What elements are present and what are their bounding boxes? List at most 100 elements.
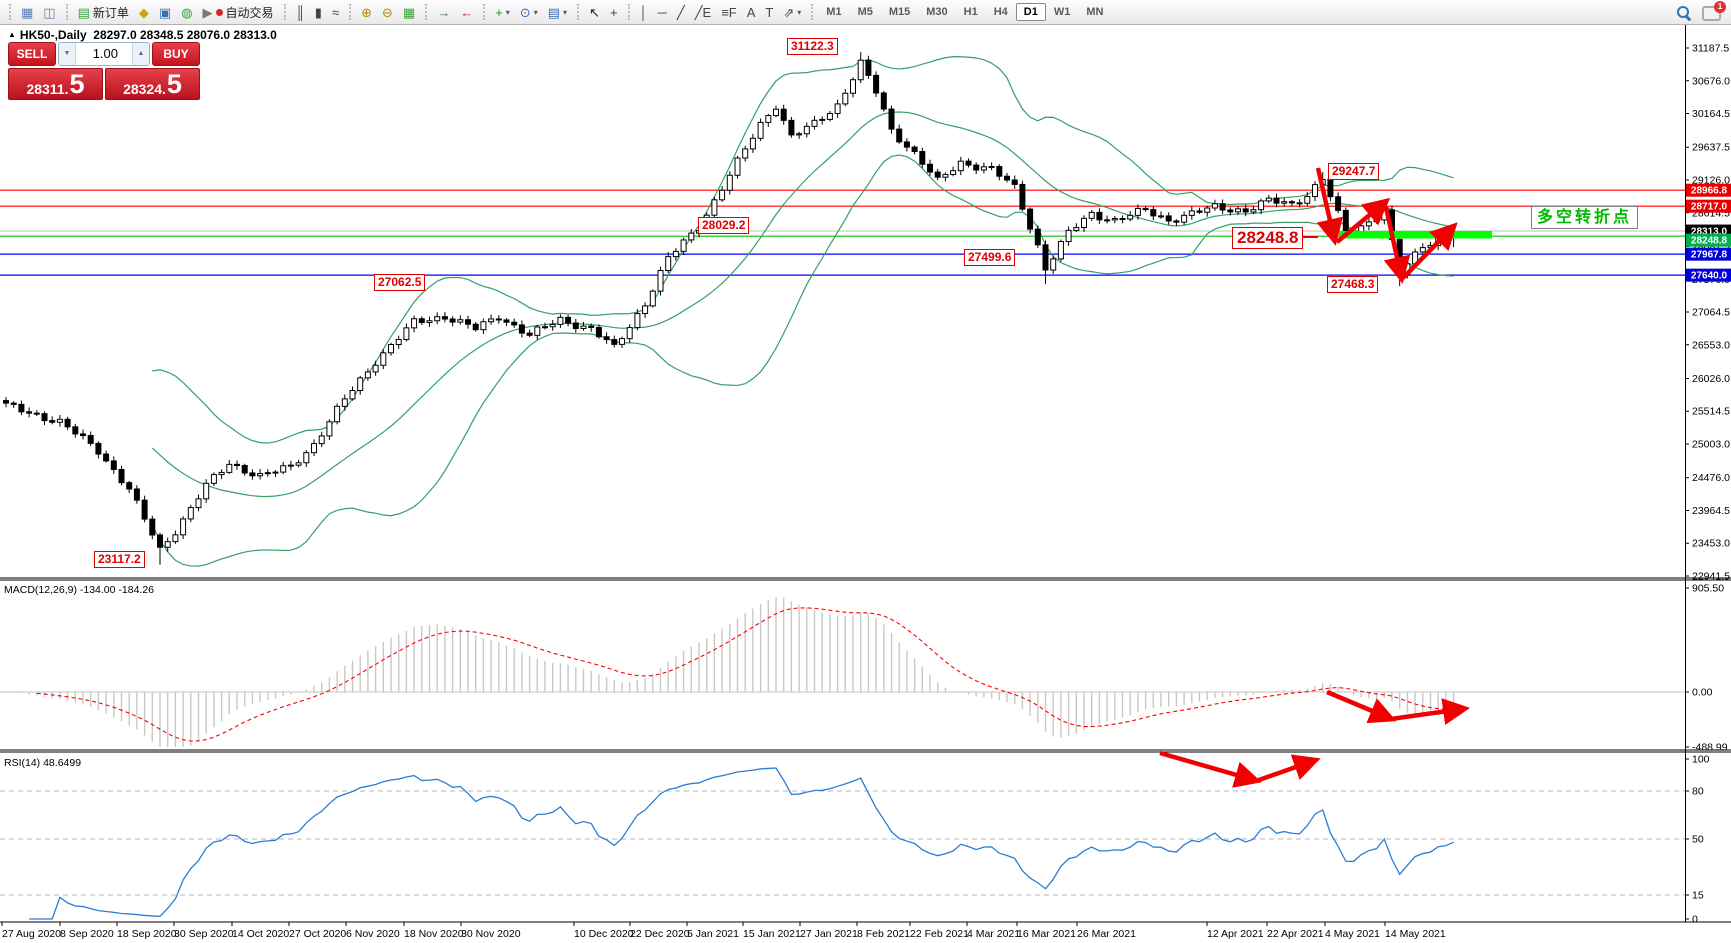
toolbar-templates-button[interactable]: ▤ ▾ bbox=[543, 1, 572, 23]
price-annotation[interactable]: 27062.5 bbox=[374, 274, 426, 291]
svg-text:16 Mar 2021: 16 Mar 2021 bbox=[1017, 928, 1076, 940]
toolbar-fibonacci-button[interactable]: ≡F bbox=[716, 1, 742, 23]
toolbar-trend-line-button[interactable]: ╱ bbox=[672, 1, 690, 23]
chart-shift-icon: ← bbox=[460, 4, 474, 20]
chart-search-icon: ◫ bbox=[43, 4, 56, 20]
toolbar-chart-window-button[interactable]: ▦ bbox=[16, 1, 38, 23]
auto-trading-status-dot bbox=[215, 8, 223, 16]
timeframe-M1-button[interactable]: M1 bbox=[826, 6, 842, 18]
new-order-label: 新订单 bbox=[92, 5, 129, 20]
notifications-icon[interactable]: 1 bbox=[1702, 1, 1726, 21]
svg-text:28966.8: 28966.8 bbox=[1691, 186, 1728, 197]
chart-ohlc-values: 28297.0 28348.5 28076.0 28313.0 bbox=[93, 28, 277, 42]
svg-text:27967.8: 27967.8 bbox=[1691, 250, 1728, 261]
toolbar-indicators-button[interactable]: + ▾ bbox=[490, 1, 515, 23]
volume-decrease-button[interactable]: ▼ bbox=[59, 43, 76, 65]
svg-text:26 Mar 2021: 26 Mar 2021 bbox=[1077, 928, 1136, 940]
price-axis[interactable]: 31187.530676.030164.529637.529126.028614… bbox=[1685, 43, 1730, 583]
timeframe-H4-button[interactable]: H4 bbox=[993, 6, 1008, 18]
price-annotation[interactable]: 28248.8 bbox=[1232, 227, 1304, 249]
timeframe-M15-button[interactable]: M15 bbox=[888, 6, 911, 18]
toolbar-chart-shift-button[interactable]: ← bbox=[455, 1, 478, 23]
chart-canvas[interactable]: 31187.530676.030164.529637.529126.028614… bbox=[0, 25, 1731, 943]
price-annotation[interactable]: 27499.6 bbox=[964, 249, 1016, 266]
toolbar-equidistant-channel-button[interactable]: ╱E bbox=[690, 1, 717, 23]
svg-text:26026.0: 26026.0 bbox=[1692, 373, 1730, 385]
timeframe-W1-button[interactable]: W1 bbox=[1053, 6, 1071, 18]
svg-text:25003.0: 25003.0 bbox=[1692, 439, 1730, 451]
volume-input[interactable]: 1.00 bbox=[92, 46, 118, 61]
toolbar-line-chart-mode-button[interactable]: ≈ bbox=[327, 1, 344, 23]
svg-text:14 Oct 2020: 14 Oct 2020 bbox=[232, 928, 289, 940]
price-annotation[interactable]: 29247.7 bbox=[1328, 163, 1380, 180]
toolbar-market-watch-button[interactable]: ▣ bbox=[154, 1, 176, 23]
toolbar-zoom-in-button[interactable]: ⊕ bbox=[356, 1, 377, 23]
svg-text:28248.8: 28248.8 bbox=[1691, 236, 1728, 247]
collapse-icon[interactable]: ▲ bbox=[8, 30, 16, 39]
svg-text:24476.0: 24476.0 bbox=[1692, 472, 1730, 484]
svg-text:23453.0: 23453.0 bbox=[1692, 538, 1730, 550]
one-click-trading-widget: SELL ▼ 1.00 ▲ BUY 28311. 5 28324. 5 bbox=[8, 42, 200, 100]
toolbar-text-label-button[interactable]: T bbox=[760, 1, 778, 23]
toolbar-auto-scroll-button[interactable]: → bbox=[432, 1, 455, 23]
timeframe-M30-button[interactable]: M30 bbox=[926, 6, 948, 18]
sell-price-main: 28311. bbox=[26, 81, 69, 97]
toolbar-periods-button[interactable]: ⊙ ▾ bbox=[515, 1, 543, 23]
buy-price-big-digit: 5 bbox=[166, 69, 182, 99]
toolbar-auto-trading-button[interactable]: ▶ 自动交易 bbox=[198, 1, 279, 23]
trend-arrows[interactable] bbox=[1159, 167, 1471, 788]
price-annotation[interactable]: 27468.3 bbox=[1327, 276, 1379, 293]
indicators-icon: + bbox=[495, 4, 503, 20]
support-highlight-line[interactable] bbox=[1339, 231, 1492, 239]
rsi-panel[interactable]: RSI(14) 48.6499 100 80 50 15 0 bbox=[0, 754, 1710, 926]
svg-text:31187.5: 31187.5 bbox=[1692, 43, 1729, 55]
toolbar-new-order-button[interactable]: ▤ 新订单 bbox=[73, 1, 134, 23]
toolbar-arrows-tool-button[interactable]: ⇗ ▾ bbox=[778, 1, 806, 23]
timeframe-D1-button[interactable]: D1 bbox=[1015, 3, 1046, 21]
buy-button[interactable]: BUY bbox=[152, 42, 200, 66]
toolbar-candle-chart-mode-button[interactable]: ▮ bbox=[310, 1, 327, 23]
toolbar-zoom-out-button[interactable]: ⊖ bbox=[377, 1, 398, 23]
price-annotation[interactable]: 23117.2 bbox=[94, 551, 145, 568]
timeframe-MN-button[interactable]: MN bbox=[1086, 6, 1104, 18]
sell-price-panel[interactable]: 28311. 5 bbox=[8, 68, 103, 100]
price-annotation[interactable]: 28029.2 bbox=[698, 217, 750, 234]
toolbar-crosshair-button[interactable]: + bbox=[605, 1, 623, 23]
toolbar-signals-button[interactable]: ◍ bbox=[176, 1, 197, 23]
toolbar-cursor-button[interactable]: ↖ bbox=[584, 1, 605, 23]
sell-button[interactable]: SELL bbox=[8, 42, 56, 66]
auto-scroll-icon: → bbox=[437, 4, 451, 20]
toolbar-chart-search-button[interactable]: ◫ bbox=[38, 1, 60, 23]
toolbar-group-separator bbox=[483, 4, 486, 20]
buy-price-panel[interactable]: 28324. 5 bbox=[105, 68, 200, 100]
toolbar-history-center-button[interactable]: ◆ bbox=[134, 1, 154, 23]
macd-panel[interactable]: MACD(12,26,9) -134.00 -184.26 905.50 0.00 -… bbox=[0, 583, 1728, 754]
svg-text:29126.0: 29126.0 bbox=[1692, 175, 1730, 187]
toolbar-bar-chart-mode-button[interactable]: ║ bbox=[291, 1, 310, 23]
toolbar-vertical-line-button[interactable]: │ bbox=[635, 1, 653, 23]
toolbar-group-separator bbox=[9, 4, 11, 20]
svg-text:28717.0: 28717.0 bbox=[1691, 202, 1728, 213]
svg-text:28313.0: 28313.0 bbox=[1691, 227, 1728, 238]
search-icon[interactable] bbox=[1676, 4, 1692, 22]
timeframe-M5-button[interactable]: M5 bbox=[857, 6, 873, 18]
templates-icon: ▤ bbox=[547, 4, 561, 20]
timeframe-H1-button[interactable]: H1 bbox=[963, 6, 978, 18]
volume-increase-button[interactable]: ▲ bbox=[132, 43, 149, 65]
toolbar-group-separator bbox=[283, 4, 286, 20]
crosshair-icon: + bbox=[609, 4, 618, 20]
turning-point-label[interactable]: 多空转折点 bbox=[1531, 206, 1639, 229]
svg-text:14 May 2021: 14 May 2021 bbox=[1385, 928, 1446, 940]
price-annotation[interactable]: 31122.3 bbox=[787, 38, 838, 55]
toolbar-tile-windows-button[interactable]: ▦ bbox=[398, 1, 420, 23]
auto-trading-icon: ▶ bbox=[202, 4, 213, 20]
svg-text:27640.0: 27640.0 bbox=[1691, 271, 1728, 282]
svg-text:4 Mar 2021: 4 Mar 2021 bbox=[967, 928, 1020, 940]
toolbar-group-separator bbox=[811, 4, 814, 20]
horizontal-line-icon: ─ bbox=[657, 4, 667, 20]
text-label-icon: T bbox=[765, 4, 774, 20]
toolbar-text-button[interactable]: A bbox=[742, 1, 761, 23]
toolbar-horizontal-line-button[interactable]: ─ bbox=[653, 1, 672, 23]
svg-text:50: 50 bbox=[1692, 834, 1704, 846]
